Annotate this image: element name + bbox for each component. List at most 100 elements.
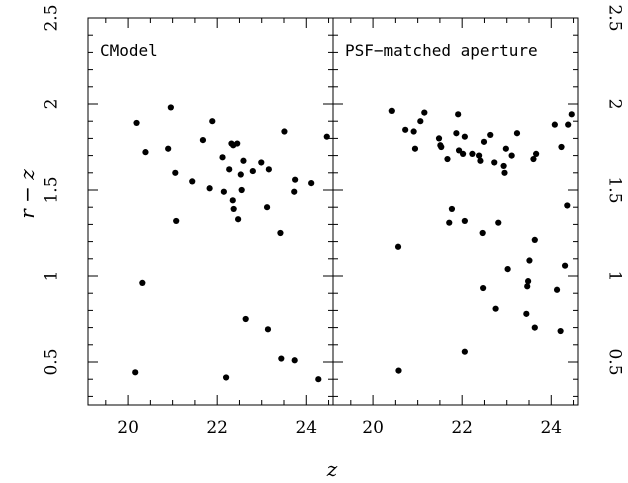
- data-point: [448, 205, 456, 213]
- data-point: [264, 326, 272, 333]
- data-point: [199, 137, 207, 144]
- data-point: [263, 204, 271, 211]
- data-point: [249, 167, 256, 175]
- data-point: [446, 219, 453, 226]
- data-point: [417, 118, 424, 125]
- data-point: [526, 257, 533, 264]
- data-point: [557, 327, 564, 335]
- plot-frame: [332, 17, 579, 406]
- data-point: [173, 217, 180, 225]
- data-point: [491, 159, 498, 166]
- data-point: [292, 176, 299, 183]
- data-point: [308, 180, 315, 187]
- panel-title: CModel: [100, 41, 158, 60]
- data-point: [142, 149, 149, 156]
- y-tick-label: 0.5: [42, 348, 62, 375]
- data-point: [533, 150, 540, 157]
- data-point: [235, 216, 242, 223]
- x-tick-label: 22: [206, 418, 228, 438]
- data-point: [513, 130, 521, 137]
- data-point: [315, 376, 322, 383]
- data-point: [240, 157, 247, 164]
- data-point: [219, 154, 226, 161]
- data-point: [495, 219, 502, 226]
- data-point: [165, 145, 172, 152]
- panel-title: PSF−matched aperture: [345, 41, 538, 60]
- data-point: [388, 107, 395, 114]
- data-point: [531, 324, 538, 331]
- data-point: [487, 131, 494, 139]
- data-point: [139, 279, 146, 286]
- data-point: [278, 355, 285, 362]
- data-point: [508, 152, 515, 159]
- data-point: [523, 310, 530, 317]
- data-point: [501, 169, 508, 176]
- data-point: [132, 369, 139, 376]
- data-point: [480, 138, 488, 145]
- data-point: [524, 283, 531, 290]
- data-point: [237, 171, 244, 178]
- y-tick-label: 1.5: [605, 176, 625, 203]
- data-point: [167, 104, 174, 111]
- data-point: [323, 133, 330, 140]
- data-point: [411, 145, 419, 152]
- x-tick-label: 24: [540, 418, 562, 438]
- data-point: [395, 367, 402, 374]
- data-point: [461, 217, 468, 225]
- data-point: [258, 159, 265, 166]
- data-point: [402, 126, 409, 133]
- y-tick-label: 2: [42, 99, 62, 110]
- data-point: [206, 185, 213, 192]
- data-point: [291, 357, 298, 364]
- x-tick-label: 24: [295, 418, 317, 438]
- y-tick-label: 2: [605, 99, 625, 110]
- data-point: [133, 119, 140, 127]
- data-point: [531, 236, 538, 243]
- x-tick-label: 20: [117, 418, 139, 438]
- data-point: [421, 109, 428, 116]
- y-tick-label: 1: [605, 271, 625, 282]
- data-point: [561, 262, 569, 269]
- y-tick-label: 0.5: [605, 348, 625, 375]
- data-point: [234, 140, 241, 147]
- data-point: [558, 143, 565, 151]
- data-point: [435, 135, 443, 142]
- data-point: [480, 284, 487, 292]
- data-point: [281, 128, 288, 135]
- data-point: [553, 286, 561, 293]
- y-tick-label: 2.5: [605, 4, 625, 31]
- data-point: [291, 188, 298, 195]
- data-point: [209, 118, 216, 125]
- data-point: [172, 169, 179, 176]
- data-point: [551, 121, 558, 128]
- y-tick-label: 1.5: [42, 176, 62, 203]
- data-point: [469, 150, 476, 157]
- data-point: [226, 166, 233, 173]
- data-point: [500, 162, 507, 170]
- y-tick-label: 1: [42, 271, 62, 282]
- data-point: [502, 145, 509, 152]
- data-point: [242, 315, 249, 323]
- chart-panel-2: 20 22 24 0.5 1 1.5 2 2.5 PSF−matched aperture: [332, 4, 625, 438]
- x-axis-title: z: [326, 457, 338, 481]
- data-point: [530, 155, 537, 163]
- chart-panel-1: 20 22 24 0.5 1 1.5 2 2.5 CModel: [42, 4, 334, 438]
- x-tick-label: 22: [451, 418, 473, 438]
- data-point: [525, 278, 532, 285]
- data-point: [220, 188, 227, 195]
- data-point: [492, 305, 499, 312]
- y-tick-label: 2.5: [42, 4, 62, 31]
- data-point: [455, 147, 463, 154]
- data-point: [479, 229, 486, 237]
- data-point: [565, 121, 572, 128]
- data-point: [568, 111, 575, 118]
- data-point: [444, 155, 451, 163]
- data-point: [438, 143, 445, 151]
- data-point: [455, 111, 462, 118]
- data-point: [459, 150, 467, 157]
- data-point: [394, 243, 402, 250]
- data-point: [477, 157, 484, 164]
- data-point: [504, 266, 511, 273]
- data-point: [222, 374, 230, 381]
